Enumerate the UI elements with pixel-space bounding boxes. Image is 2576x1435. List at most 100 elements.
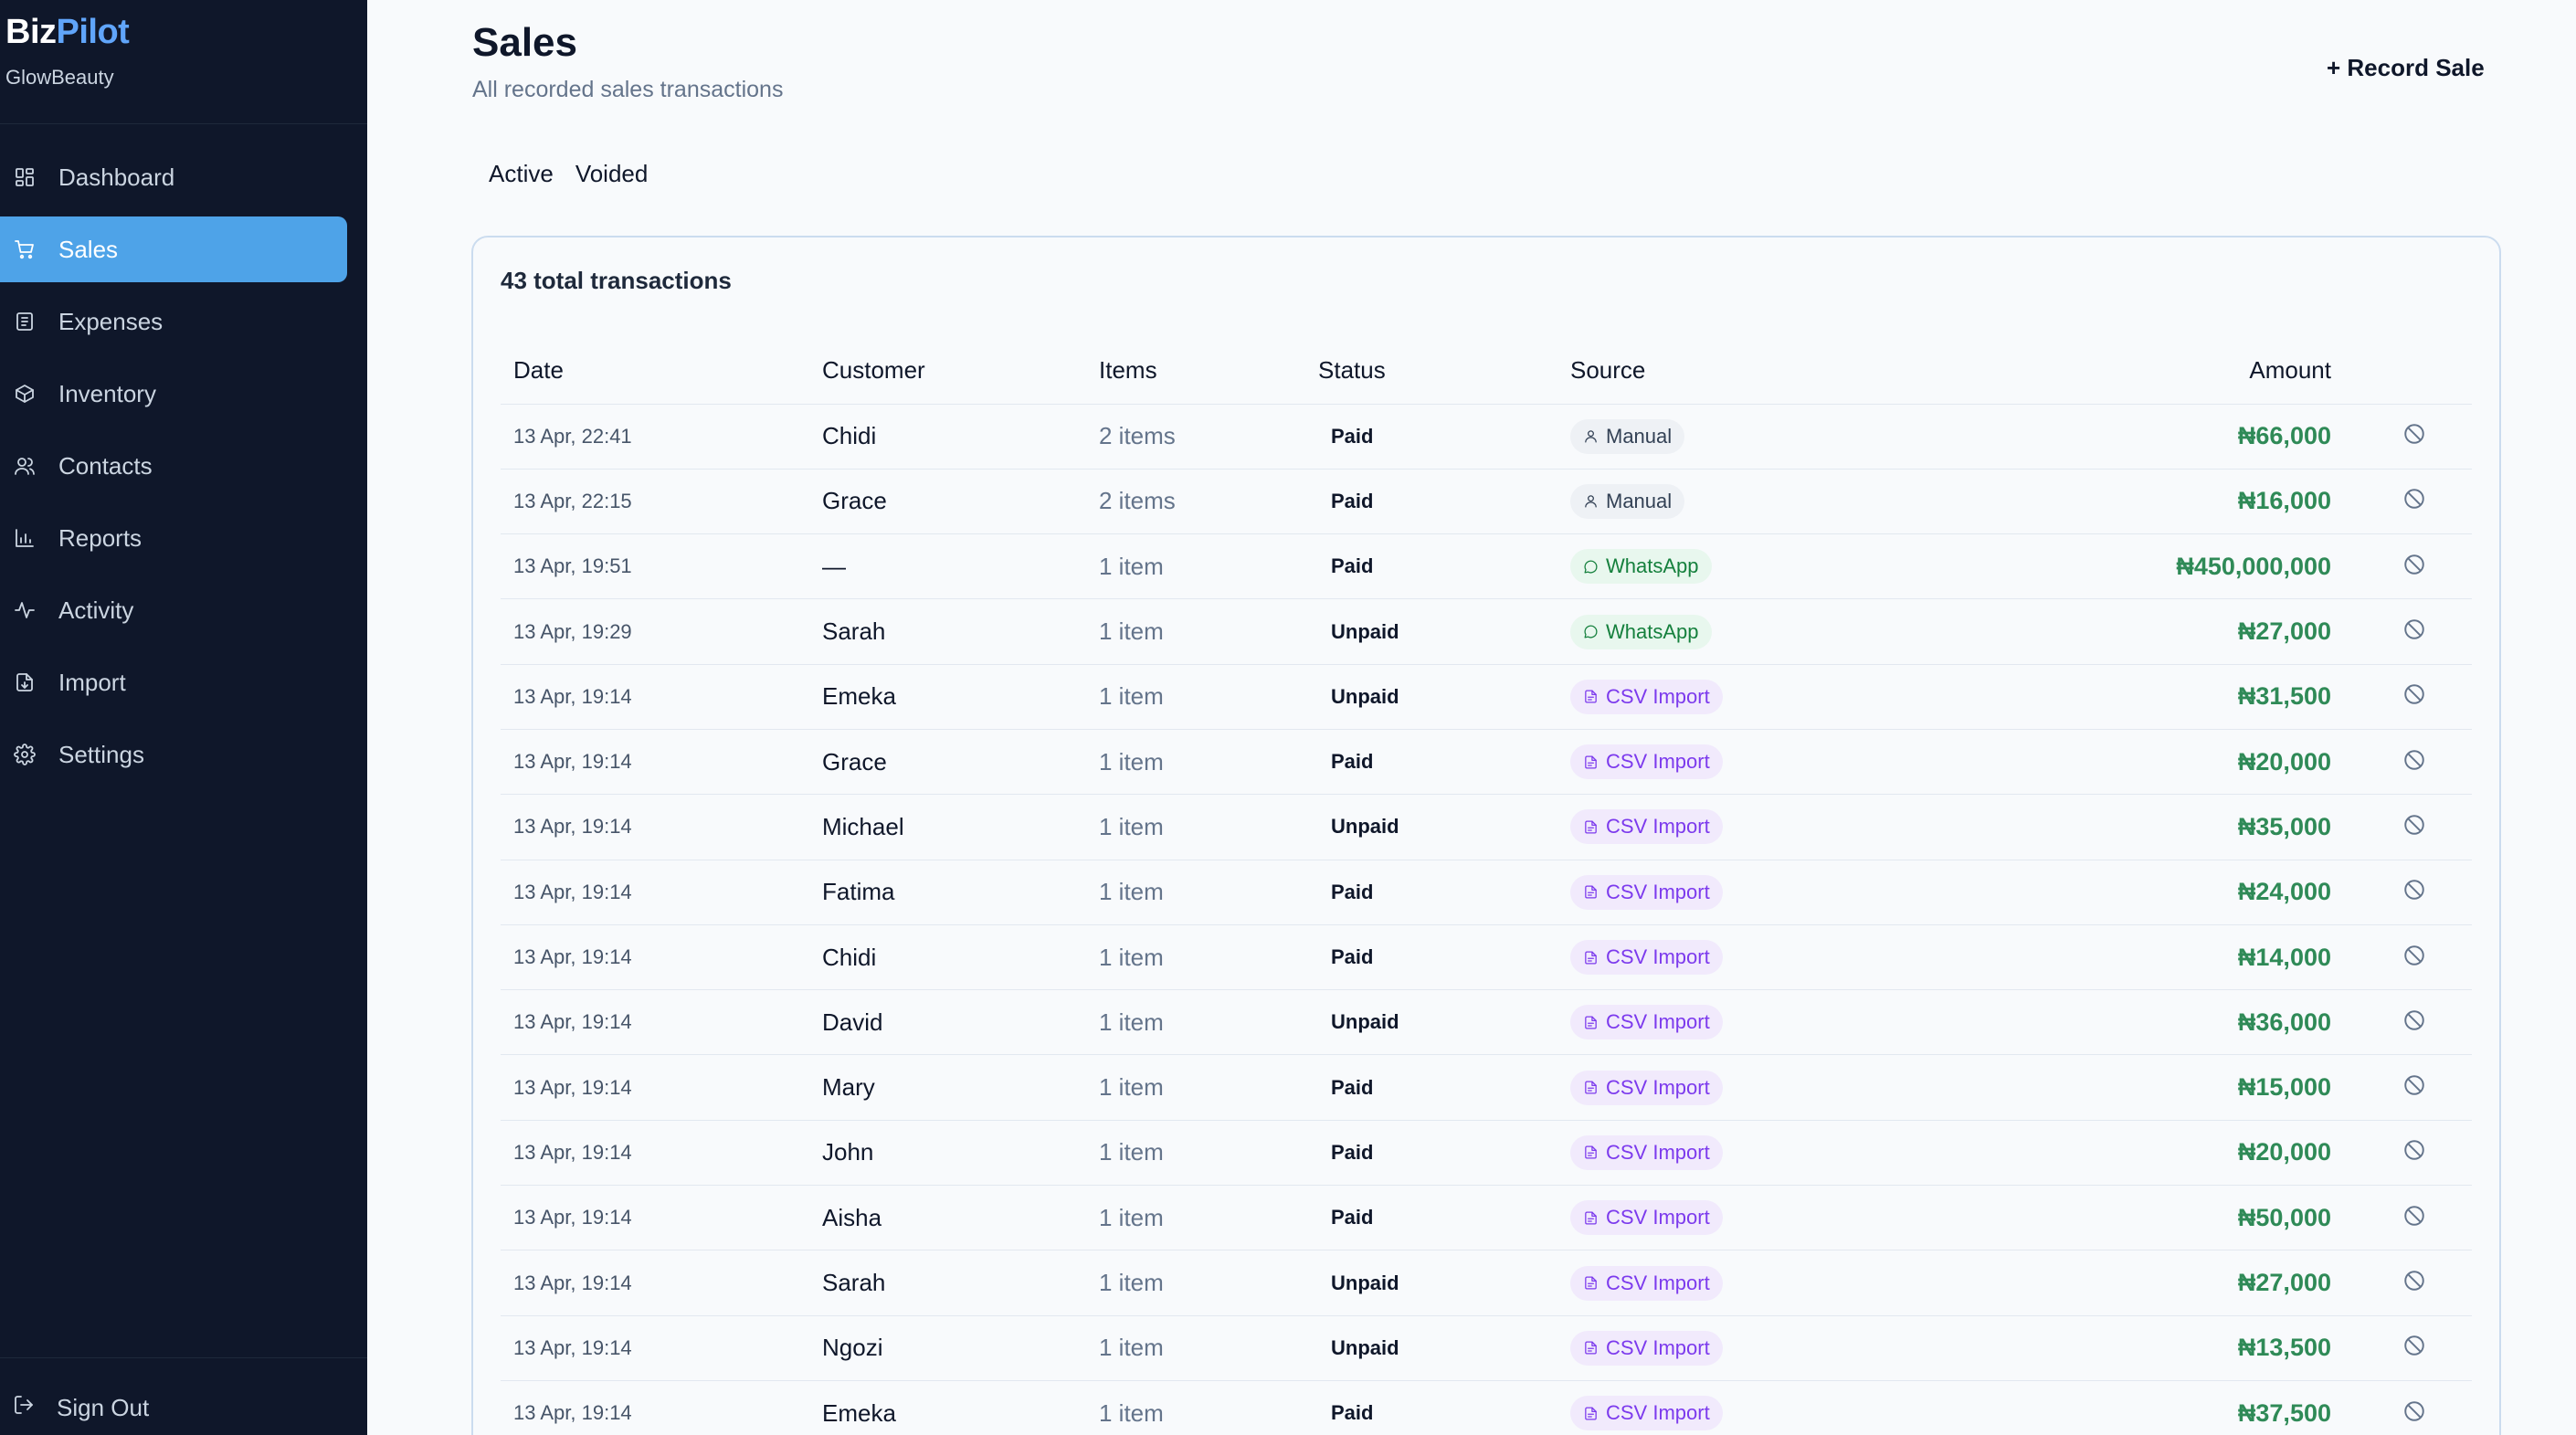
cell-customer: Chidi xyxy=(809,924,1086,991)
cell-amount: ₦37,500 xyxy=(2069,1380,2344,1435)
column-status[interactable]: Status xyxy=(1305,338,1557,405)
column-date[interactable]: Date xyxy=(501,338,809,405)
table-row[interactable]: 13 Apr, 19:29 Sarah 1 item Unpaid WhatsApp ₦2… xyxy=(501,598,2472,665)
table-row[interactable]: 13 Apr, 19:14 John 1 item Paid CSV Import ₦20… xyxy=(501,1120,2472,1187)
column-items[interactable]: Items xyxy=(1086,338,1305,405)
user-icon xyxy=(1585,430,1597,443)
sidebar-item-contacts[interactable]: Contacts xyxy=(0,433,347,499)
sidebar-item-label: Inventory xyxy=(58,379,156,407)
cell-status: Paid xyxy=(1305,533,1557,600)
void-sale-icon[interactable] xyxy=(2402,554,2426,580)
cell-amount: ₦27,000 xyxy=(2069,1250,2344,1316)
cell-date: 13 Apr, 19:14 xyxy=(501,1250,809,1316)
table-row[interactable]: 13 Apr, 22:41 Chidi 2 items Paid Manual ₦66,0… xyxy=(501,404,2472,470)
cell-items: 1 item xyxy=(1086,924,1305,991)
cell-customer: David xyxy=(809,989,1086,1056)
sidebar-item-label: Reports xyxy=(58,523,143,552)
sidebar-item-inventory[interactable]: Inventory xyxy=(0,361,347,427)
sidebar-item-label: Import xyxy=(58,668,126,696)
cell-status: Unpaid xyxy=(1305,598,1557,665)
void-sale-icon[interactable] xyxy=(2402,1140,2426,1166)
cell-actions xyxy=(2344,1120,2472,1187)
cell-date: 13 Apr, 19:14 xyxy=(501,664,809,730)
chat-bubble-icon xyxy=(1584,560,1598,574)
cell-status: Unpaid xyxy=(1305,664,1557,730)
cell-items: 1 item xyxy=(1086,729,1305,796)
column-amount[interactable]: Amount xyxy=(2069,338,2344,405)
sign-out-button[interactable]: Sign Out xyxy=(13,1394,149,1422)
void-sale-icon[interactable] xyxy=(2402,1335,2426,1361)
table-row[interactable]: 13 Apr, 19:14 Emeka 1 item Paid CSV Import ₦3… xyxy=(501,1380,2472,1435)
sidebar-item-import[interactable]: Import xyxy=(0,649,347,715)
activity-icon xyxy=(13,598,37,622)
void-sale-icon[interactable] xyxy=(2402,1271,2426,1296)
tab-voided[interactable]: Voided xyxy=(575,160,649,187)
file-icon xyxy=(1585,1211,1597,1225)
sidebar-item-label: Contacts xyxy=(58,451,153,480)
source-badge: CSV Import xyxy=(1570,874,1723,910)
cell-amount: ₦450,000,000 xyxy=(2069,533,2344,600)
void-sale-icon[interactable] xyxy=(2402,1205,2426,1231)
cell-status: Paid xyxy=(1305,1054,1557,1121)
table-row[interactable]: 13 Apr, 19:14 Chidi 1 item Paid CSV Import ₦1… xyxy=(501,924,2472,991)
table-row[interactable]: 13 Apr, 22:15 Grace 2 items Paid Manual ₦16,0… xyxy=(501,469,2472,535)
cell-source: Manual xyxy=(1557,469,2069,535)
table-row[interactable]: 13 Apr, 19:14 Michael 1 item Unpaid CSV Impo… xyxy=(501,794,2472,860)
sidebar-item-expenses[interactable]: Expenses xyxy=(0,289,347,354)
void-sale-icon[interactable] xyxy=(2402,749,2426,776)
cell-items: 1 item xyxy=(1086,664,1305,730)
tab-active[interactable]: Active xyxy=(489,160,554,187)
source-label: WhatsApp xyxy=(1606,554,1699,578)
void-sale-icon[interactable] xyxy=(2402,1010,2426,1036)
sign-out-label: Sign Out xyxy=(57,1394,150,1421)
sidebar-item-sales[interactable]: Sales xyxy=(0,216,347,282)
record-sale-button[interactable]: + Record Sale xyxy=(2316,47,2496,88)
cell-actions xyxy=(2344,860,2472,925)
table-row[interactable]: 13 Apr, 19:14 Sarah 1 item Unpaid CSV Import… xyxy=(501,1250,2472,1316)
cell-customer: Aisha xyxy=(809,1185,1086,1251)
void-sale-icon[interactable] xyxy=(2402,944,2426,971)
cell-actions xyxy=(2344,469,2472,535)
dashboard-icon xyxy=(13,165,37,189)
table-row[interactable]: 13 Apr, 19:14 Mary 1 item Paid CSV Import ₦15… xyxy=(501,1054,2472,1121)
cell-customer: Grace xyxy=(809,469,1086,535)
source-badge: CSV Import xyxy=(1570,744,1723,780)
column-source[interactable]: Source xyxy=(1557,338,2069,405)
void-sale-icon[interactable] xyxy=(2402,1075,2426,1101)
cell-amount: ₦20,000 xyxy=(2069,729,2344,796)
sidebar-item-activity[interactable]: Activity xyxy=(0,577,347,643)
table-row[interactable]: 13 Apr, 19:14 Ngozi 1 item Unpaid CSV Import… xyxy=(501,1315,2472,1381)
sidebar-item-label: Activity xyxy=(58,596,134,624)
sidebar-item-dashboard[interactable]: Dashboard xyxy=(0,144,347,210)
table-row[interactable]: 13 Apr, 19:51—1 item Paid WhatsApp ₦450,000… xyxy=(501,533,2472,600)
table-row[interactable]: 13 Apr, 19:14 Emeka 1 item Unpaid CSV Import… xyxy=(501,664,2472,730)
void-sale-icon[interactable] xyxy=(2402,489,2426,514)
cell-status: Paid xyxy=(1305,1380,1557,1435)
cell-customer: Emeka xyxy=(809,664,1086,730)
cell-actions xyxy=(2344,404,2472,470)
cell-amount: ₦15,000 xyxy=(2069,1054,2344,1121)
sidebar-item-settings[interactable]: Settings xyxy=(0,722,347,787)
sidebar-item-reports[interactable]: Reports xyxy=(0,505,347,571)
void-sale-icon[interactable] xyxy=(2402,424,2426,449)
cell-items: 1 item xyxy=(1086,860,1305,925)
user-icon xyxy=(1585,495,1597,508)
void-sale-icon[interactable] xyxy=(2402,880,2426,905)
table-row[interactable]: 13 Apr, 19:14 Aisha 1 item Paid CSV Import ₦5… xyxy=(501,1185,2472,1251)
cell-status: Paid xyxy=(1305,469,1557,535)
table-row[interactable]: 13 Apr, 19:14 Grace 1 item Paid CSV Import ₦2… xyxy=(501,729,2472,796)
column-customer[interactable]: Customer xyxy=(809,338,1086,405)
void-sale-icon[interactable] xyxy=(2402,684,2426,710)
void-sale-icon[interactable] xyxy=(2402,815,2426,840)
cell-status: Paid xyxy=(1305,1185,1557,1251)
source-badge: CSV Import xyxy=(1570,940,1723,976)
cell-actions xyxy=(2344,989,2472,1056)
cell-actions xyxy=(2344,1185,2472,1251)
table-row[interactable]: 13 Apr, 19:14 David 1 item Unpaid CSV Import… xyxy=(501,989,2472,1056)
cell-actions xyxy=(2344,1315,2472,1381)
void-sale-icon[interactable] xyxy=(2402,1400,2426,1427)
void-sale-icon[interactable] xyxy=(2402,619,2426,645)
table-row[interactable]: 13 Apr, 19:14 Fatima 1 item Paid CSV Import ₦… xyxy=(501,860,2472,925)
brand-logo[interactable]: BizPilot xyxy=(5,13,130,52)
cell-items: 1 item xyxy=(1086,1120,1305,1187)
